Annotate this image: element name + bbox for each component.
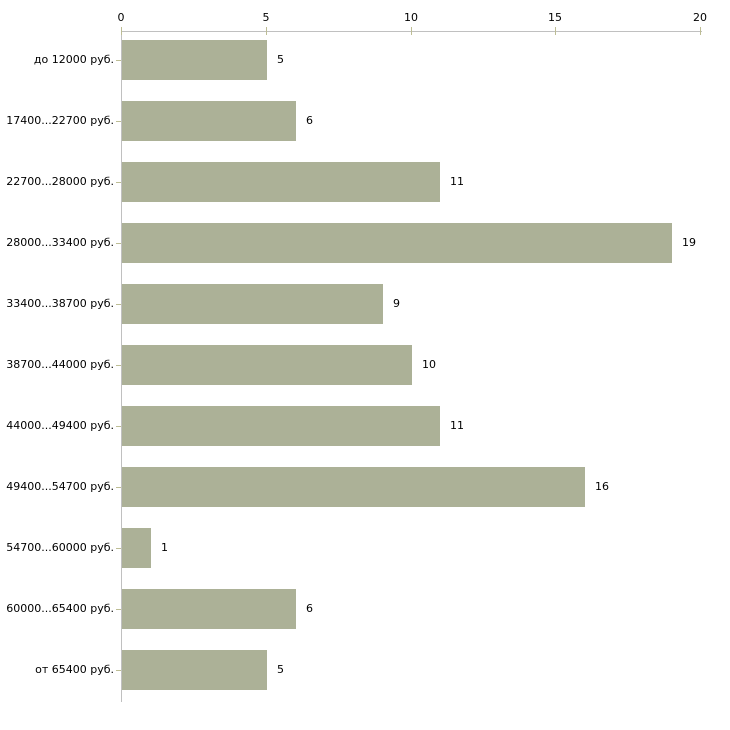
x-axis-tick-label: 5	[262, 11, 270, 24]
category-axis-tick	[116, 670, 121, 671]
value-label: 6	[306, 602, 313, 615]
value-label: 11	[450, 419, 464, 432]
bar	[122, 406, 440, 446]
category-axis-tick	[116, 304, 121, 305]
bar	[122, 467, 585, 507]
category-label: 17400...22700 руб.	[6, 114, 114, 127]
y-axis-line	[121, 31, 122, 702]
category-axis-tick	[116, 60, 121, 61]
category-axis-tick	[116, 487, 121, 488]
value-label: 5	[277, 53, 284, 66]
bar	[122, 284, 383, 324]
category-label: от 65400 руб.	[35, 663, 114, 676]
bar	[122, 528, 151, 568]
value-label: 16	[595, 480, 609, 493]
x-axis-tick	[700, 27, 701, 35]
category-label: 44000...49400 руб.	[6, 419, 114, 432]
value-label: 10	[422, 358, 436, 371]
x-axis-tick-label: 0	[117, 11, 125, 24]
x-axis-tick	[121, 27, 122, 35]
category-axis-tick	[116, 548, 121, 549]
category-label: 33400...38700 руб.	[6, 297, 114, 310]
category-label: 60000...65400 руб.	[6, 602, 114, 615]
category-label: 38700...44000 руб.	[6, 358, 114, 371]
x-axis-tick-label: 15	[548, 11, 562, 24]
bar	[122, 223, 672, 263]
x-axis-tick	[411, 27, 412, 35]
value-label: 11	[450, 175, 464, 188]
x-axis-tick	[266, 27, 267, 35]
category-axis-tick	[116, 182, 121, 183]
category-axis-tick	[116, 243, 121, 244]
category-axis-tick	[116, 426, 121, 427]
bar	[122, 40, 267, 80]
category-axis-tick	[116, 609, 121, 610]
value-label: 19	[682, 236, 696, 249]
category-label: 28000...33400 руб.	[6, 236, 114, 249]
bar	[122, 101, 296, 141]
category-axis-tick	[116, 121, 121, 122]
bar	[122, 650, 267, 690]
category-label: 22700...28000 руб.	[6, 175, 114, 188]
category-label: до 12000 руб.	[33, 53, 114, 66]
value-label: 6	[306, 114, 313, 127]
bar	[122, 589, 296, 629]
category-axis-tick	[116, 365, 121, 366]
x-axis-tick	[555, 27, 556, 35]
bar	[122, 345, 412, 385]
category-label: 49400...54700 руб.	[6, 480, 114, 493]
bar	[122, 162, 440, 202]
value-label: 9	[393, 297, 400, 310]
x-axis-tick-label: 10	[404, 11, 418, 24]
value-label: 1	[161, 541, 168, 554]
x-axis-tick-label: 20	[693, 11, 707, 24]
value-label: 5	[277, 663, 284, 676]
category-label: 54700...60000 руб.	[6, 541, 114, 554]
